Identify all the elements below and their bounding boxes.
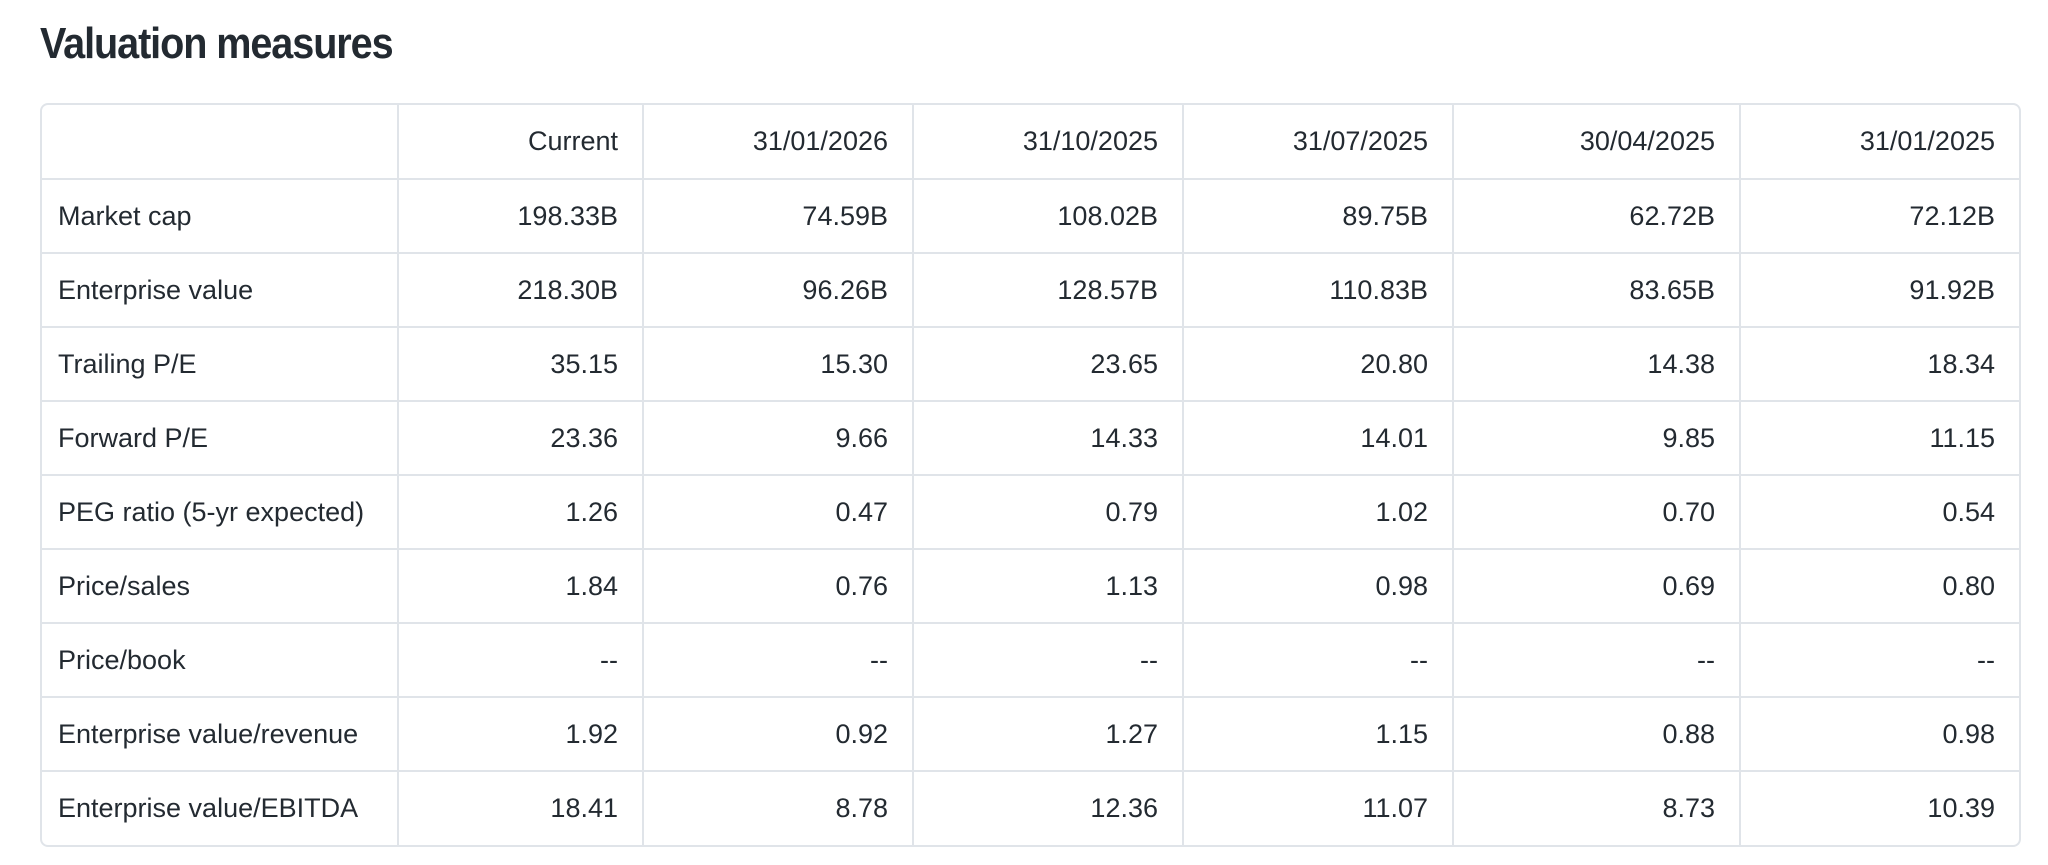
table-cell: 14.33 [913,401,1184,476]
table-cell: 0.54 [1740,475,2019,550]
row-label: Market cap [42,179,399,254]
row-label: Trailing P/E [42,327,399,402]
row-label: Price/sales [42,549,399,624]
table-cell: 0.98 [1740,697,2019,772]
table-cell: 1.15 [1183,697,1454,772]
table-cell: 1.02 [1183,475,1454,550]
table-cell: -- [398,623,644,698]
table-cell: 62.72B [1453,179,1741,254]
table-cell: 74.59B [643,179,914,254]
header-cell-date: 31/01/2025 [1740,105,2019,180]
table-cell: 1.84 [398,549,644,624]
table-cell: 218.30B [398,253,644,328]
table-cell: 0.76 [643,549,914,624]
table-cell: 12.36 [913,771,1184,845]
table-cell: 0.70 [1453,475,1741,550]
table-cell: 1.27 [913,697,1184,772]
table-cell: -- [1183,623,1454,698]
table-cell: 8.78 [643,771,914,845]
header-cell-current: Current [398,105,644,180]
header-cell-date: 31/07/2025 [1183,105,1454,180]
table-cell: 18.41 [398,771,644,845]
table-cell: 91.92B [1740,253,2019,328]
table-row: PEG ratio (5-yr expected) 1.26 0.47 0.79… [42,475,2019,550]
table-row: Enterprise value/EBITDA 18.41 8.78 12.36… [42,771,2019,845]
table-cell: -- [1740,623,2019,698]
table-cell: 9.66 [643,401,914,476]
table-cell: 1.92 [398,697,644,772]
table-cell: 11.15 [1740,401,2019,476]
row-label: Price/book [42,623,399,698]
table-cell: 18.34 [1740,327,2019,402]
table-cell: 11.07 [1183,771,1454,845]
table-cell: 72.12B [1740,179,2019,254]
table-cell: 14.01 [1183,401,1454,476]
table-cell: 108.02B [913,179,1184,254]
table-cell: 89.75B [1183,179,1454,254]
table-cell: 9.85 [1453,401,1741,476]
table-row: Trailing P/E 35.15 15.30 23.65 20.80 14.… [42,327,2019,402]
table-row: Price/book -- -- -- -- -- -- [42,623,2019,698]
header-cell-date: 31/10/2025 [913,105,1184,180]
table-cell: 0.47 [643,475,914,550]
header-cell-label [42,105,399,180]
table-cell: 0.92 [643,697,914,772]
row-label: Enterprise value [42,253,399,328]
table-cell: 0.79 [913,475,1184,550]
table-cell: 23.36 [398,401,644,476]
table-cell: 96.26B [643,253,914,328]
table-cell: 0.88 [1453,697,1741,772]
table-cell: 8.73 [1453,771,1741,845]
table-row: Forward P/E 23.36 9.66 14.33 14.01 9.85 … [42,401,2019,476]
section-title: Valuation measures [40,19,394,68]
row-label: Enterprise value/revenue [42,697,399,772]
table-body: Market cap 198.33B 74.59B 108.02B 89.75B… [42,179,2019,845]
table-cell: 1.26 [398,475,644,550]
table-cell: 128.57B [913,253,1184,328]
valuation-table-container: Current 31/01/2026 31/10/2025 31/07/2025… [40,103,2021,847]
table-cell: 0.80 [1740,549,2019,624]
table-row: Price/sales 1.84 0.76 1.13 0.98 0.69 0.8… [42,549,2019,624]
table-row: Enterprise value 218.30B 96.26B 128.57B … [42,253,2019,328]
table-cell: -- [913,623,1184,698]
table-cell: 83.65B [1453,253,1741,328]
table-cell: 110.83B [1183,253,1454,328]
table-cell: 14.38 [1453,327,1741,402]
header-cell-date: 30/04/2025 [1453,105,1741,180]
row-label: Forward P/E [42,401,399,476]
table-cell: 0.98 [1183,549,1454,624]
table-cell: -- [643,623,914,698]
row-label: Enterprise value/EBITDA [42,771,399,845]
table-cell: 20.80 [1183,327,1454,402]
table-cell: 23.65 [913,327,1184,402]
table-row: Market cap 198.33B 74.59B 108.02B 89.75B… [42,179,2019,254]
header-cell-date: 31/01/2026 [643,105,914,180]
valuation-table: Current 31/01/2026 31/10/2025 31/07/2025… [42,105,2019,845]
table-cell: 10.39 [1927,793,1995,823]
table-row: Enterprise value/revenue 1.92 0.92 1.27 … [42,697,2019,772]
header-row: Current 31/01/2026 31/10/2025 31/07/2025… [42,105,2019,180]
table-cell: 15.30 [643,327,914,402]
table-cell: 1.13 [913,549,1184,624]
table-cell: 0.69 [1453,549,1741,624]
table-cell: 35.15 [398,327,644,402]
table-cell: -- [1453,623,1741,698]
row-label: PEG ratio (5-yr expected) [42,475,399,550]
table-cell: 198.33B [398,179,644,254]
